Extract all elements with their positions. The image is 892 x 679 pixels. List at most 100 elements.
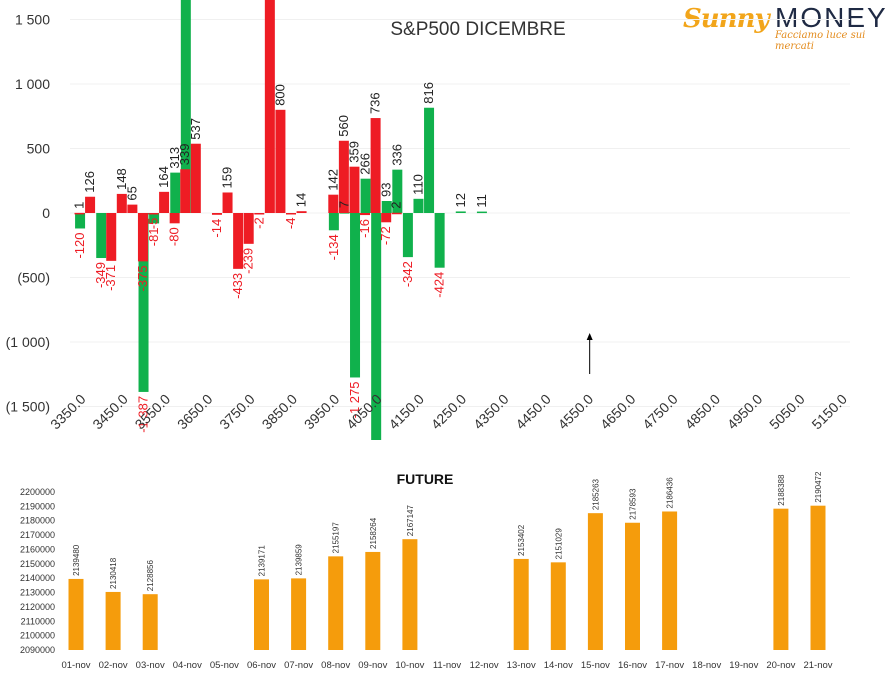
bar-red [254,213,265,215]
bar-green [360,178,371,213]
bar-red [328,194,339,213]
future-data-label: 2190472 [814,471,823,503]
logo-money-text: MONEY [775,2,888,33]
data-label: 7 [336,201,351,208]
x-tick-label: 3950.0 [301,391,343,433]
bar-green [381,201,392,213]
data-label: -5 [146,218,161,230]
future-x-tick-label: 15-nov [581,660,610,671]
bar-red [148,213,159,215]
bar-red [85,196,96,213]
future-x-tick-label: 21-nov [803,660,832,671]
data-label: 1 [72,202,87,209]
future-x-tick-label: 03-nov [136,660,165,671]
x-tick-label: 5150.0 [808,391,850,433]
x-tick-label: 4150.0 [385,391,427,433]
bar-green [350,213,361,378]
bar-red [275,109,286,213]
future-x-axis: 01-nov 02-nov 03-nov 04-nov 05-nov 06-nov 07-n… [61,660,832,671]
bar-red [360,213,371,216]
bar-red [349,166,360,213]
future-y-tick-label: 2130000 [20,588,55,598]
future-bar [68,578,84,650]
x-tick-label: 4650.0 [597,391,639,433]
future-bar [625,522,640,650]
future-x-tick-label: 14-nov [544,660,573,671]
logo-tagline: Facciamo luce sui mercati [775,30,866,52]
bar-red [286,213,296,215]
bar-red [381,213,392,223]
x-axis: 3350.0 3450.0 3550.0 3650.0 3750.0 3850.0 3950… [47,391,850,433]
bar-red [137,213,148,262]
data-label: 266 [358,153,373,175]
bar-green [413,198,424,213]
x-tick-label: 3750.0 [216,391,258,433]
data-label: 65 [124,186,139,200]
future-x-tick-label: 11-nov [433,660,462,671]
chart-title: S&P500 DICEMBRE [390,19,565,40]
future-bar [513,558,529,650]
future-x-tick-label: 18-nov [692,660,721,671]
future-chart-title: FUTURE [397,471,454,487]
data-label: 537 [188,118,203,140]
x-tick-label: 4750.0 [639,391,681,433]
future-data-label: 2130418 [109,557,118,589]
data-label: -433 [230,273,245,299]
future-data-label: 2128856 [146,559,155,591]
sunny-money-logo: Sunny MONEY Facciamo luce sui mercati [683,2,888,52]
bar-red [127,204,138,213]
future-x-tick-label: 17-nov [655,660,684,671]
future-y-tick-label: 2200000 [20,487,55,497]
future-x-tick-label: 01-nov [61,660,90,671]
future-y-tick-label: 2110000 [21,616,55,626]
future-y-tick-label: 2100000 [20,631,55,641]
data-label: -16 [357,219,372,238]
future-x-tick-label: 09-nov [358,660,387,671]
bar-red [106,213,117,261]
data-label: -134 [326,234,341,260]
bar-green [392,169,403,213]
future-x-tick-label: 08-nov [321,660,350,671]
data-label: 736 [368,92,383,114]
future-data-label: 2151029 [554,528,563,560]
data-label: 359 [346,141,361,163]
data-label: -4 [283,218,298,230]
data-label: -239 [241,248,256,274]
future-x-tick-label: 06-nov [247,660,276,671]
bar-green [476,211,487,214]
future-x-tick-label: 10-nov [395,660,424,671]
future-bar [587,513,603,650]
data-label: -72 [378,226,393,245]
data-label: 164 [156,166,171,188]
data-label: -371 [103,265,118,291]
future-x-tick-label: 05-nov [210,660,239,671]
future-x-tick-label: 19-nov [729,660,758,671]
data-label: 159 [220,167,235,189]
future-data-label: 2139859 [295,544,304,576]
bar-green [149,213,160,224]
future-data-label: 2155197 [332,522,341,554]
bar-red [243,213,254,244]
data-label: 14 [294,193,309,207]
future-x-tick-label: 13-nov [507,660,536,671]
future-bar [254,579,269,650]
y-tick-label: 1 000 [15,76,50,92]
y-tick-label: 1 500 [15,12,50,28]
future-data-label: 2167147 [406,504,415,536]
future-data-label: 2153402 [517,524,526,556]
data-label: -81 [146,227,161,246]
future-y-tick-label: 2190000 [20,501,55,511]
data-label: 93 [379,183,394,197]
x-tick-label: 3450.0 [89,391,131,433]
bar-red [116,193,127,213]
bars [74,0,487,440]
future-chart: FUTURE 2200000 2190000 2180000 2170000 21600… [20,471,833,671]
y-tick-label: (1 500) [6,399,50,415]
future-y-tick-label: 2180000 [20,516,55,526]
bar-red [211,213,222,215]
bar-red [370,118,381,213]
bar-green [402,213,413,258]
